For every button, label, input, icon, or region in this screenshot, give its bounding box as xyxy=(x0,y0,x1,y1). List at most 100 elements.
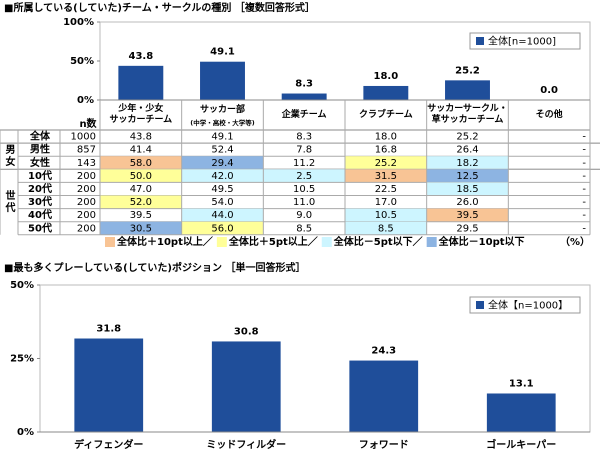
row-label: 20代 xyxy=(28,182,52,195)
table-cell: 30.5 xyxy=(130,223,152,234)
x-tick-label: ゴールキーパー xyxy=(486,438,556,451)
legend-label: 全体比＋5pt以上／ xyxy=(228,235,318,248)
table-cell: 56.0 xyxy=(211,223,233,234)
table-cell: 2.5 xyxy=(296,171,312,182)
group-label: 世代 xyxy=(3,189,16,214)
data-label: 49.1 xyxy=(210,47,235,58)
table-cell: 18.2 xyxy=(456,158,478,169)
table-cell: - xyxy=(582,210,586,221)
table-cell: - xyxy=(582,158,586,169)
cell-highlight xyxy=(345,169,427,183)
table-cell: 43.8 xyxy=(130,132,152,143)
row-n: 200 xyxy=(77,184,96,195)
cell-highlight xyxy=(345,156,427,170)
column-header: サッカー部 xyxy=(199,104,245,115)
column-header: 企業チーム xyxy=(281,109,327,120)
y-tick-label: 25% xyxy=(10,354,34,365)
bar xyxy=(200,61,245,100)
table-cell: 26.4 xyxy=(456,145,478,156)
column-note: (中学・高校・大学等) xyxy=(190,118,255,127)
legend-swatch xyxy=(476,301,484,309)
data-label: 24.3 xyxy=(371,346,396,357)
cell-highlight xyxy=(100,169,182,183)
data-label: 25.2 xyxy=(455,65,480,76)
cell-highlight xyxy=(263,169,345,183)
data-label: 13.1 xyxy=(509,378,534,389)
data-label: 8.3 xyxy=(295,79,313,90)
table-cell: 10.5 xyxy=(375,210,397,221)
table-cell: 8.5 xyxy=(296,223,312,234)
column-header: その他 xyxy=(535,109,563,120)
row-n: 200 xyxy=(77,223,96,234)
n-header: n数 xyxy=(79,117,97,130)
column-header: クラブチーム xyxy=(358,109,413,120)
legend-swatch xyxy=(105,237,115,247)
cell-highlight xyxy=(181,208,264,222)
table-cell: 54.0 xyxy=(211,197,233,208)
table-cell: 8.5 xyxy=(378,223,394,234)
table-cell: 18.0 xyxy=(375,132,397,143)
table-cell: 52.4 xyxy=(211,145,233,156)
row-label: 男性 xyxy=(30,143,50,156)
bar xyxy=(211,341,281,432)
legend-label: 全体比＋10pt以上／ xyxy=(116,235,213,248)
table-cell: 25.2 xyxy=(456,132,478,143)
legend-swatch xyxy=(321,237,332,247)
table-cell: 52.0 xyxy=(130,197,152,208)
row-n: 1000 xyxy=(71,132,96,143)
table-cell: 49.5 xyxy=(211,184,233,195)
table-cell: 22.5 xyxy=(375,184,397,195)
x-tick-label: ディフェンダー xyxy=(74,438,143,451)
legend-swatch xyxy=(426,237,437,247)
row-label: 30代 xyxy=(28,195,52,208)
chart-title: ■最も多くプレーしている(していた)ポジション ［単一回答形式］ xyxy=(4,261,305,274)
table-cell: 50.0 xyxy=(130,171,152,182)
legend-box xyxy=(469,32,581,50)
cell-highlight xyxy=(100,195,182,209)
legend-label: 全体比－5pt以下／ xyxy=(333,235,423,248)
table-cell: 9.0 xyxy=(296,210,312,221)
legend-label: 全体【n=1000】 xyxy=(488,299,568,312)
bar xyxy=(486,393,556,432)
bar xyxy=(445,80,490,100)
table-cell: 18.5 xyxy=(456,184,478,195)
table-cell: 11.2 xyxy=(293,158,315,169)
x-tick-label: ミッドフィルダー xyxy=(206,438,286,451)
table-cell: 29.5 xyxy=(456,223,478,234)
cell-highlight xyxy=(426,182,509,196)
y-tick-label: 50% xyxy=(10,280,34,291)
table-cell: 29.4 xyxy=(211,158,233,169)
column-header: サッカーサークル・ 草サッカーチーム xyxy=(427,104,508,125)
row-label: 全体 xyxy=(29,130,51,143)
row-label: 50代 xyxy=(28,221,52,234)
bar xyxy=(74,338,144,432)
table-cell: 58.0 xyxy=(130,158,152,169)
table-cell: 10.5 xyxy=(293,184,315,195)
bar xyxy=(281,93,327,100)
y-tick-label: 50% xyxy=(70,56,94,67)
row-label: 女性 xyxy=(30,156,50,169)
table-cell: - xyxy=(582,197,586,208)
cell-highlight xyxy=(345,208,427,222)
cell-highlight xyxy=(181,169,264,183)
group-label: 男女 xyxy=(3,144,15,168)
cell-highlight xyxy=(426,208,509,222)
legend-label: 全体比－10pt以下 xyxy=(438,235,525,248)
legend-swatch xyxy=(476,37,484,45)
cell-highlight xyxy=(345,221,427,235)
table-cell: 39.5 xyxy=(456,210,478,221)
data-label: 0.0 xyxy=(540,85,558,96)
bar xyxy=(118,65,164,100)
cell-highlight xyxy=(100,156,182,170)
row-n: 857 xyxy=(77,145,96,156)
data-label: 30.8 xyxy=(234,326,259,337)
legend-box xyxy=(469,296,581,314)
table-cell: 39.5 xyxy=(130,210,152,221)
table-cell: - xyxy=(582,184,586,195)
cell-highlight xyxy=(181,156,264,170)
table-cell: 42.0 xyxy=(211,171,233,182)
table-cell: 49.1 xyxy=(211,132,233,143)
table-cell: 8.3 xyxy=(296,132,312,143)
row-n: 200 xyxy=(77,171,96,182)
table-cell: 44.0 xyxy=(211,210,233,221)
